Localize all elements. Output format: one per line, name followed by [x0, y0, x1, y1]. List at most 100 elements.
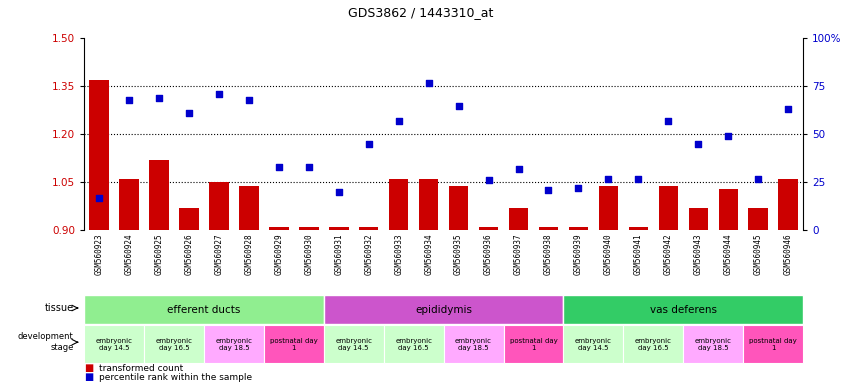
Bar — [84, 295, 324, 324]
Bar — [689, 208, 708, 230]
Bar — [509, 208, 528, 230]
Point — [422, 79, 436, 86]
Text: percentile rank within the sample: percentile rank within the sample — [99, 373, 252, 382]
Bar — [209, 182, 229, 230]
Bar — [179, 208, 198, 230]
Point — [392, 118, 405, 124]
Bar — [623, 325, 683, 363]
Bar — [324, 325, 383, 363]
Bar — [683, 325, 743, 363]
Bar — [204, 325, 264, 363]
Bar — [324, 295, 563, 324]
Text: GSM560942: GSM560942 — [664, 233, 673, 275]
Bar — [119, 179, 139, 230]
Text: GSM560932: GSM560932 — [364, 233, 373, 275]
Text: GSM560931: GSM560931 — [334, 233, 343, 275]
Point — [601, 175, 615, 182]
Bar — [89, 80, 108, 230]
Bar — [444, 325, 504, 363]
Bar — [718, 189, 738, 230]
Text: GSM560928: GSM560928 — [245, 233, 253, 275]
Point — [212, 91, 225, 97]
Text: GSM560941: GSM560941 — [634, 233, 643, 275]
Point — [482, 177, 495, 184]
Text: GSM560936: GSM560936 — [484, 233, 493, 275]
Text: GSM560940: GSM560940 — [604, 233, 613, 275]
Bar — [359, 227, 378, 230]
Point — [452, 103, 465, 109]
Text: GSM560943: GSM560943 — [694, 233, 703, 275]
Point — [122, 97, 135, 103]
Text: GSM560938: GSM560938 — [544, 233, 553, 275]
Point — [632, 175, 645, 182]
Text: GSM560935: GSM560935 — [454, 233, 463, 275]
Text: tissue: tissue — [45, 303, 73, 313]
Bar — [239, 185, 259, 230]
Text: GSM560934: GSM560934 — [424, 233, 433, 275]
Text: embryonic
day 14.5: embryonic day 14.5 — [575, 338, 612, 351]
Point — [572, 185, 585, 191]
Text: postnatal day
1: postnatal day 1 — [510, 338, 558, 351]
Point — [512, 166, 526, 172]
Bar — [563, 325, 623, 363]
Point — [781, 106, 795, 113]
Text: GSM560939: GSM560939 — [574, 233, 583, 275]
Text: embryonic
day 16.5: embryonic day 16.5 — [635, 338, 672, 351]
Text: GSM560926: GSM560926 — [184, 233, 193, 275]
Bar — [383, 325, 444, 363]
Bar — [264, 325, 324, 363]
Text: postnatal day
1: postnatal day 1 — [749, 338, 797, 351]
Text: epididymis: epididymis — [415, 305, 472, 314]
Text: embryonic
day 18.5: embryonic day 18.5 — [695, 338, 732, 351]
Bar — [748, 208, 768, 230]
Text: GSM560946: GSM560946 — [784, 233, 793, 275]
Bar — [504, 325, 563, 363]
Text: GSM560933: GSM560933 — [394, 233, 403, 275]
Bar — [329, 227, 348, 230]
Text: GDS3862 / 1443310_at: GDS3862 / 1443310_at — [348, 6, 493, 19]
Text: development
stage: development stage — [18, 333, 73, 352]
Bar — [659, 185, 678, 230]
Text: GSM560925: GSM560925 — [155, 233, 163, 275]
Text: GSM560924: GSM560924 — [124, 233, 134, 275]
Bar — [149, 160, 169, 230]
Point — [272, 164, 286, 170]
Bar — [569, 227, 588, 230]
Text: transformed count: transformed count — [99, 364, 183, 373]
Point — [152, 95, 166, 101]
Text: embryonic
day 14.5: embryonic day 14.5 — [336, 338, 373, 351]
Point — [332, 189, 346, 195]
Text: embryonic
day 16.5: embryonic day 16.5 — [156, 338, 193, 351]
Text: GSM560923: GSM560923 — [94, 233, 103, 275]
Point — [362, 141, 375, 147]
Bar — [419, 179, 438, 230]
Text: vas deferens: vas deferens — [650, 305, 717, 314]
Bar — [479, 227, 499, 230]
Point — [752, 175, 765, 182]
Bar — [628, 227, 648, 230]
Point — [182, 110, 196, 116]
Point — [302, 164, 315, 170]
Text: GSM560937: GSM560937 — [514, 233, 523, 275]
Bar — [144, 325, 204, 363]
Bar — [299, 227, 319, 230]
Bar — [599, 185, 618, 230]
Bar — [389, 179, 409, 230]
Point — [722, 133, 735, 139]
Point — [242, 97, 256, 103]
Bar — [269, 227, 288, 230]
Text: embryonic
day 18.5: embryonic day 18.5 — [455, 338, 492, 351]
Text: embryonic
day 14.5: embryonic day 14.5 — [96, 338, 133, 351]
Text: GSM560929: GSM560929 — [274, 233, 283, 275]
Bar — [779, 179, 798, 230]
Text: ■: ■ — [84, 363, 93, 373]
Point — [93, 195, 106, 201]
Point — [542, 187, 555, 193]
Text: postnatal day
1: postnatal day 1 — [270, 338, 318, 351]
Text: embryonic
day 16.5: embryonic day 16.5 — [395, 338, 432, 351]
Bar — [743, 325, 803, 363]
Text: ■: ■ — [84, 372, 93, 382]
Text: GSM560944: GSM560944 — [724, 233, 733, 275]
Text: GSM560927: GSM560927 — [214, 233, 224, 275]
Bar — [539, 227, 558, 230]
